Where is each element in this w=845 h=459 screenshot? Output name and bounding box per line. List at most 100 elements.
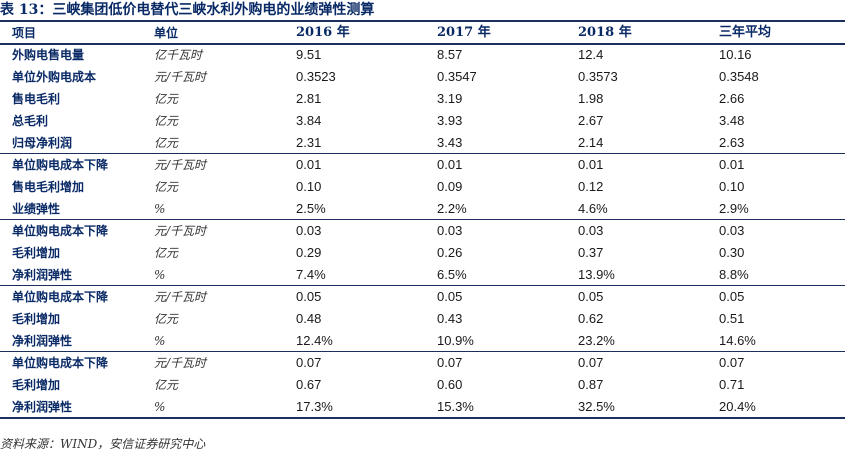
y2017-cell: 0.05 (437, 289, 463, 304)
table-rule (0, 43, 845, 45)
y2017-cell: 0.03 (437, 223, 463, 238)
avg-cell: 0.71 (719, 377, 745, 392)
y2017-cell: 0.09 (437, 179, 463, 194)
y2018-cell: 0.62 (578, 311, 604, 326)
y2016-cell: 12.4% (296, 333, 333, 348)
y2017-cell: 3.19 (437, 91, 463, 106)
header-y2018-cell: 2018 年 (578, 25, 632, 40)
y2018-cell: 0.3573 (578, 69, 618, 84)
y2017-cell: 0.26 (437, 245, 463, 260)
y2018-cell: 0.01 (578, 157, 604, 172)
item-cell: 外购电售电量 (12, 48, 85, 62)
y2016-cell: 0.07 (296, 355, 322, 370)
table-row: 单位购电成本下降 元/千瓦时 0.03 0.03 0.03 0.03 (0, 220, 845, 242)
table-row: 净利润弹性% 7.4% 6.5% 13.9% 8.8% (0, 264, 845, 286)
y2017-cell: 0.43 (437, 311, 463, 326)
avg-cell: 14.6% (719, 333, 756, 348)
y2017-cell: 0.3547 (437, 69, 477, 84)
item-cell: 总毛利 (12, 114, 49, 128)
y2016-cell: 2.5% (296, 201, 326, 216)
y2018-cell: 12.4 (578, 47, 604, 62)
y2018-cell: 0.87 (578, 377, 604, 392)
y2016-cell: 0.48 (296, 311, 322, 326)
avg-cell: 0.01 (719, 157, 745, 172)
unit-cell: 亿元 (154, 180, 179, 194)
table-rule (0, 153, 845, 154)
item-cell: 单位购电成本下降 (12, 290, 109, 304)
y2016-cell: 3.84 (296, 113, 322, 128)
table-row: 毛利增加 亿元 0.29 0.26 0.37 0.30 (0, 242, 845, 264)
unit-cell: 亿元 (154, 312, 179, 326)
item-cell: 单位购电成本下降 (12, 158, 109, 172)
table-row: 毛利增加 亿元 0.67 0.60 0.87 0.71 (0, 374, 845, 396)
y2016-cell: 0.10 (296, 179, 322, 194)
table-header-row: 项目 单位 2016 年 2017 年 2018 年 三年平均 (0, 22, 845, 44)
header-y2016-cell: 2016 年 (296, 25, 350, 40)
unit-cell: % (154, 334, 166, 348)
unit-cell: 亿元 (154, 136, 179, 150)
y2017-cell: 8.57 (437, 47, 463, 62)
y2016-cell: 0.29 (296, 245, 322, 260)
avg-cell: 20.4% (719, 399, 756, 414)
y2016-cell: 2.31 (296, 135, 322, 150)
y2018-cell: 4.6% (578, 201, 608, 216)
item-cell: 净利润弹性 (12, 268, 73, 282)
y2018-cell: 0.07 (578, 355, 604, 370)
unit-cell: 元/千瓦时 (154, 290, 207, 304)
table-rule (0, 351, 845, 352)
header-item-cell: 项目 (12, 26, 37, 40)
unit-cell: 元/千瓦时 (154, 356, 207, 370)
header-y2017-cell: 2017 年 (437, 25, 491, 40)
y2018-cell: 0.12 (578, 179, 604, 194)
unit-cell: 元/千瓦时 (154, 224, 207, 238)
table-row: 售电毛利 亿元 2.81 3.19 1.98 2.66 (0, 88, 845, 110)
y2017-cell: 0.60 (437, 377, 463, 392)
y2016-cell: 0.01 (296, 157, 322, 172)
table-rule (0, 285, 845, 286)
y2017-cell: 3.43 (437, 135, 463, 150)
unit-cell: 元/千瓦时 (154, 70, 207, 84)
avg-cell: 2.9% (719, 201, 749, 216)
item-cell: 售电毛利 (12, 92, 61, 106)
table-row: 单位外购电成本 元/千瓦时 0.3523 0.3547 0.3573 0.3548 (0, 66, 845, 88)
y2016-cell: 0.67 (296, 377, 322, 392)
avg-cell: 2.66 (719, 91, 745, 106)
item-cell: 归母净利润 (12, 136, 73, 150)
y2016-cell: 2.81 (296, 91, 322, 106)
y2018-cell: 23.2% (578, 333, 615, 348)
y2018-cell: 2.14 (578, 135, 604, 150)
y2017-cell: 0.07 (437, 355, 463, 370)
item-cell: 毛利增加 (12, 312, 61, 326)
table-title: 表 13：三峡集团低价电替代三峡水利外购电的业绩弹性测算 (0, 2, 375, 18)
y2017-cell: 6.5% (437, 267, 467, 282)
item-cell: 毛利增加 (12, 378, 61, 392)
item-cell: 单位购电成本下降 (12, 356, 109, 370)
avg-cell: 0.51 (719, 311, 745, 326)
table-row: 单位购电成本下降 元/千瓦时 0.07 0.07 0.07 0.07 (0, 352, 845, 374)
y2016-cell: 0.03 (296, 223, 322, 238)
unit-cell: % (154, 400, 166, 414)
avg-cell: 0.03 (719, 223, 745, 238)
y2016-cell: 0.05 (296, 289, 322, 304)
unit-cell: % (154, 268, 166, 282)
avg-cell: 0.10 (719, 179, 745, 194)
y2016-cell: 9.51 (296, 47, 322, 62)
item-cell: 净利润弹性 (12, 400, 73, 414)
table-row: 单位购电成本下降 元/千瓦时 0.05 0.05 0.05 0.05 (0, 286, 845, 308)
avg-cell: 3.48 (719, 113, 745, 128)
table-rule (0, 417, 845, 419)
unit-cell: 亿元 (154, 92, 179, 106)
table-row: 总毛利 亿元 3.84 3.93 2.67 3.48 (0, 110, 845, 132)
y2016-cell: 0.3523 (296, 69, 336, 84)
avg-cell: 0.05 (719, 289, 745, 304)
table-row: 归母净利润 亿元 2.31 3.43 2.14 2.63 (0, 132, 845, 154)
table-row: 外购电售电量 亿千瓦时 9.51 8.57 12.4 10.16 (0, 44, 845, 66)
avg-cell: 2.63 (719, 135, 745, 150)
item-cell: 业绩弹性 (12, 202, 61, 216)
avg-cell: 10.16 (719, 47, 752, 62)
header-avg-cell: 三年平均 (719, 25, 772, 40)
unit-cell: 元/千瓦时 (154, 158, 207, 172)
table-row: 毛利增加 亿元 0.48 0.43 0.62 0.51 (0, 308, 845, 330)
unit-cell: 亿元 (154, 378, 179, 392)
avg-cell: 0.3548 (719, 69, 759, 84)
